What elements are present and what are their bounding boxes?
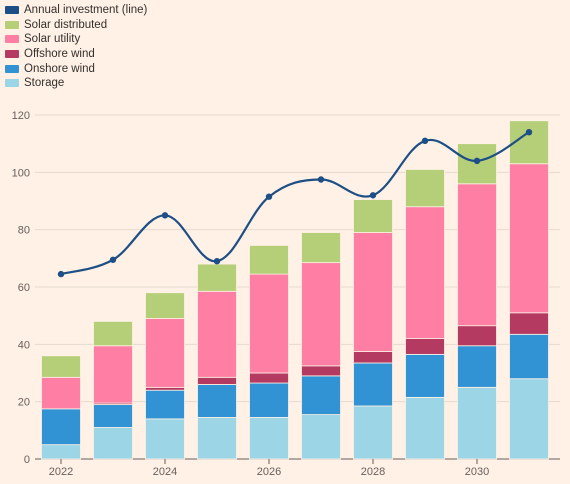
- legend: Annual investment (line) Solar distribut…: [5, 3, 147, 91]
- y-tick-label: 100: [12, 167, 30, 179]
- bar-segment: [41, 444, 81, 460]
- bar-segment: [41, 355, 81, 378]
- y-tick-label: 20: [18, 397, 30, 409]
- bar-segment: [353, 232, 393, 352]
- bar-segment: [93, 320, 133, 347]
- investment-point: [265, 193, 273, 200]
- bar-segment: [405, 353, 445, 398]
- x-tick-label: 2028: [361, 466, 385, 478]
- legend-item-solar-utility: Solar utility: [5, 32, 147, 47]
- legend-swatch: [5, 64, 19, 73]
- y-tick-label: 80: [18, 225, 30, 237]
- bar-segment: [249, 417, 289, 460]
- bar-segment: [457, 325, 497, 347]
- investment-line: [60, 131, 530, 276]
- bar-segment: [93, 427, 133, 460]
- y-tick-label: 0: [24, 454, 30, 466]
- bar-segment: [197, 290, 237, 378]
- x-tick-label: 2024: [153, 466, 177, 478]
- bar-segment: [145, 389, 185, 420]
- bar-segment: [145, 386, 185, 391]
- bar-segment: [41, 408, 81, 446]
- bar-segment: [301, 365, 341, 377]
- bar-segment: [457, 345, 497, 388]
- legend-label: Onshore wind: [24, 62, 95, 75]
- legend-item-annual-investment: Annual investment (line): [5, 3, 147, 18]
- legend-swatch: [5, 6, 19, 15]
- bar-segment: [301, 232, 341, 264]
- y-tick-label: 120: [12, 110, 30, 122]
- legend-swatch: [5, 20, 19, 29]
- bar-segment: [353, 405, 393, 460]
- y-tick-label: 60: [18, 282, 30, 294]
- bar-segment: [249, 245, 289, 275]
- legend-swatch: [5, 50, 19, 59]
- legend-item-onshore-wind: Onshore wind: [5, 61, 147, 76]
- bar-segment: [405, 206, 445, 340]
- bar-segment: [457, 386, 497, 460]
- bar-segment: [509, 333, 549, 380]
- bar-segment: [197, 376, 237, 385]
- investment-point: [109, 256, 117, 263]
- bar-segment: [509, 163, 549, 314]
- legend-label: Storage: [24, 77, 65, 90]
- bar-segment: [353, 362, 393, 407]
- investment-point: [473, 157, 481, 165]
- legend-swatch: [5, 79, 19, 88]
- bar-segment: [41, 376, 81, 410]
- x-tick-label: 2030: [465, 466, 489, 478]
- investment-point: [57, 270, 65, 278]
- legend-swatch: [5, 35, 19, 44]
- bar-segment: [249, 372, 289, 384]
- bar-segment: [509, 312, 549, 335]
- investment-point: [369, 192, 377, 199]
- bar-segment: [353, 351, 393, 364]
- legend-label: Solar utility: [24, 33, 81, 46]
- bar-segment: [301, 414, 341, 460]
- bar-segment: [197, 384, 237, 418]
- investment-point: [525, 129, 533, 136]
- bar-segment: [405, 338, 445, 355]
- bar-segment: [197, 263, 237, 292]
- bar-segment: [353, 199, 393, 233]
- legend-item-offshore-wind: Offshore wind: [5, 47, 147, 62]
- legend-label: Offshore wind: [24, 48, 95, 61]
- x-tick-label: 2022: [49, 466, 73, 478]
- investment-point: [317, 176, 325, 183]
- bar-segment: [145, 292, 185, 319]
- legend-label: Annual investment (line): [24, 4, 148, 17]
- bar-segment: [145, 418, 185, 460]
- legend-item-storage: Storage: [5, 76, 147, 91]
- bar-segment: [457, 143, 497, 185]
- investment-point: [161, 212, 169, 219]
- bar-segment: [249, 273, 289, 374]
- bar-segment: [145, 318, 185, 388]
- legend-item-solar-distributed: Solar distributed: [5, 18, 147, 33]
- legend-label: Solar distributed: [24, 18, 108, 31]
- bar-segment: [93, 345, 133, 404]
- bar-segment: [301, 262, 341, 367]
- bar-segment: [509, 378, 549, 460]
- investment-point: [421, 137, 429, 144]
- bar-segment: [197, 417, 237, 460]
- bar-segment: [249, 382, 289, 418]
- y-tick-label: 40: [18, 339, 30, 351]
- bar-segment: [301, 375, 341, 415]
- bar-segment: [93, 404, 133, 428]
- investment-point: [213, 258, 221, 265]
- bar-segment: [405, 169, 445, 208]
- x-tick-label: 2026: [257, 466, 281, 478]
- bar-segment: [405, 396, 445, 460]
- bar-segment: [457, 183, 497, 327]
